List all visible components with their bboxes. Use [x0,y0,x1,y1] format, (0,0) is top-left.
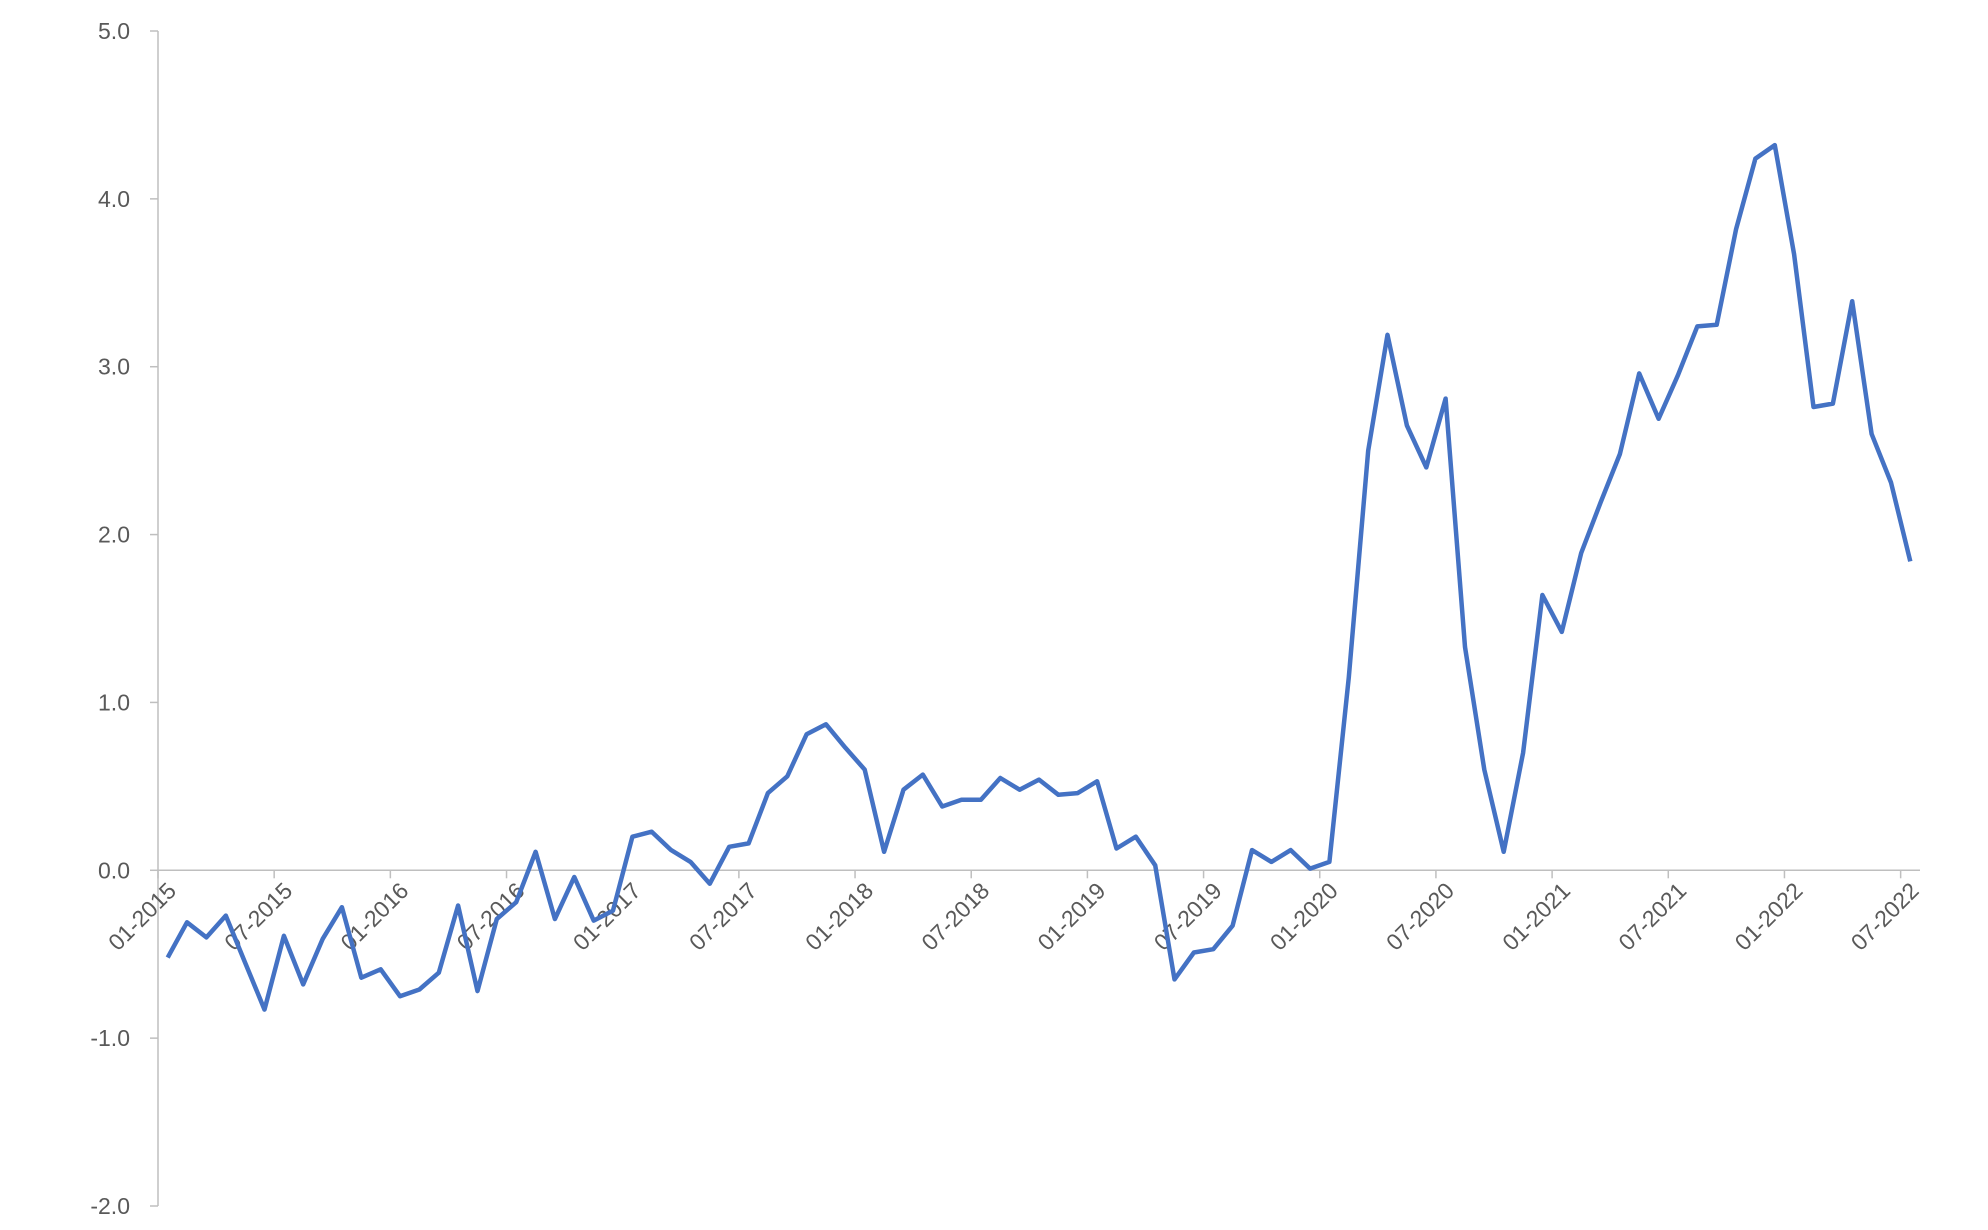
x-tick-label: 01-2021 [1497,877,1575,955]
y-tick-label: 3.0 [98,354,130,380]
y-tick-label: 0.0 [98,857,130,883]
y-tick-label: 5.0 [98,18,130,44]
x-tick-label: 01-2018 [800,877,878,955]
y-tick-label: -2.0 [90,1193,130,1219]
x-tick-label: 07-2020 [1381,877,1459,955]
x-tick-label: 01-2020 [1265,877,1343,955]
y-tick-label: -1.0 [90,1025,130,1051]
y-tick-label: 2.0 [98,522,130,548]
x-tick-label: 01-2022 [1729,877,1807,955]
x-tick-label: 01-2016 [335,877,413,955]
x-tick-label: 07-2021 [1613,877,1691,955]
y-tick-label: 4.0 [98,186,130,212]
x-tick-label: 01-2019 [1032,877,1110,955]
x-tick-label: 07-2017 [684,877,762,955]
y-tick-label: 1.0 [98,689,130,715]
x-tick-label: 07-2022 [1846,877,1924,955]
line-series [165,142,1913,1012]
x-tick-label: 07-2018 [916,877,994,955]
x-tick-label: 01-2015 [103,877,181,955]
